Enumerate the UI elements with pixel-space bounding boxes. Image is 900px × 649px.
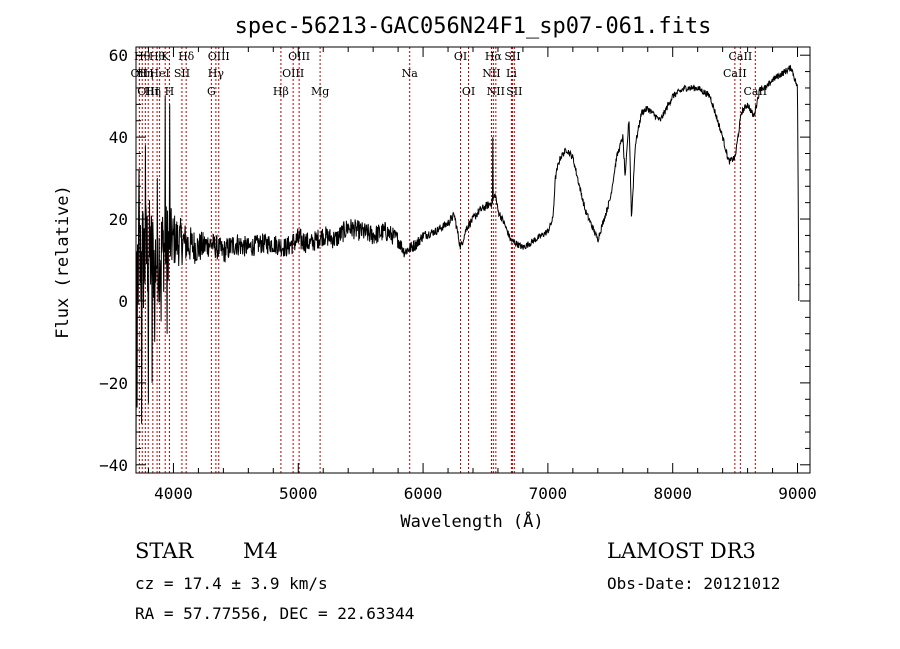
y-tick-label: 40 (109, 128, 128, 147)
x-tick-label: 5000 (279, 484, 318, 503)
line-marker-label: Mg (311, 85, 329, 98)
y-ticks: −40 −20 0 20 40 60 (99, 46, 810, 475)
line-marker-label: SII (506, 85, 522, 98)
spectrum-line (135, 64, 800, 465)
line-marker-label: Hη (145, 85, 161, 98)
line-marker-label: Li (506, 67, 517, 80)
line-marker-label: OIII (288, 50, 310, 63)
line-marker-label: Hβ (273, 85, 289, 98)
line-marker-label: H (165, 85, 175, 98)
redshift-cz: cz = 17.4 ± 3.9 km/s (135, 574, 328, 593)
ra-dec: RA = 57.77556, DEC = 22.63344 (135, 604, 415, 623)
line-marker-label: Hδ (178, 50, 195, 63)
line-marker-label: OIII (137, 85, 159, 98)
x-axis-label: Wavelength (Å) (400, 510, 543, 532)
spectrum-series (135, 64, 800, 465)
line-marker-label: OII (131, 67, 149, 80)
object-class: STAR (135, 539, 194, 563)
line-marker-label: HeI (149, 67, 169, 80)
line-marker-label: K (161, 50, 170, 63)
x-tick-label: 4000 (154, 484, 193, 503)
line-marker-label: OI (454, 50, 467, 63)
plot-frame (135, 46, 811, 474)
line-marker-label: Hθ (134, 50, 151, 63)
y-tick-label: −20 (99, 374, 128, 393)
line-marker-label: G (207, 85, 216, 98)
x-tick-label: 7000 (529, 484, 568, 503)
object-subclass: M4 (243, 539, 278, 563)
line-marker-label: OIII (282, 67, 304, 80)
line-marker-label: SII (504, 50, 520, 63)
y-tick-label: 60 (109, 46, 128, 65)
y-tick-label: 0 (118, 292, 128, 311)
x-tick-label: 6000 (404, 484, 443, 503)
line-marker-label: SII (174, 67, 190, 80)
observation-date: Obs-Date: 20121012 (607, 574, 781, 593)
y-axis-label: Flux (relative) (53, 185, 73, 339)
line-marker-label: Na (402, 67, 419, 80)
line-markers (138, 47, 756, 473)
x-ticks: 4000 5000 6000 7000 8000 9000 (147, 47, 817, 503)
line-marker-label: Hγ (208, 67, 225, 80)
survey-name: LAMOST DR3 (607, 539, 756, 563)
y-tick-label: 20 (109, 210, 128, 229)
axes (135, 46, 811, 474)
line-marker-label: NII (482, 67, 500, 80)
line-marker-label: Hη (137, 67, 153, 80)
line-marker-label: CaII (729, 50, 753, 63)
line-marker-label: Hα (485, 50, 503, 63)
x-tick-label: 9000 (778, 484, 817, 503)
line-marker-labels: OIIHθHηOIIIHηHθHeIKHSIIHδGHγOIIIHβOIIIOI… (131, 50, 768, 98)
x-tick-label: 8000 (653, 484, 692, 503)
line-marker-label: CaII (723, 67, 747, 80)
line-marker-label: CaII (743, 85, 767, 98)
line-marker-label: OI (462, 85, 475, 98)
line-marker-label: Hθ (149, 50, 166, 63)
line-marker-label: NII (487, 85, 505, 98)
y-tick-label: −40 (99, 456, 128, 475)
line-marker-label: OIII (208, 50, 230, 63)
chart-title: spec-56213-GAC056N24F1_sp07-061.fits (235, 14, 712, 39)
